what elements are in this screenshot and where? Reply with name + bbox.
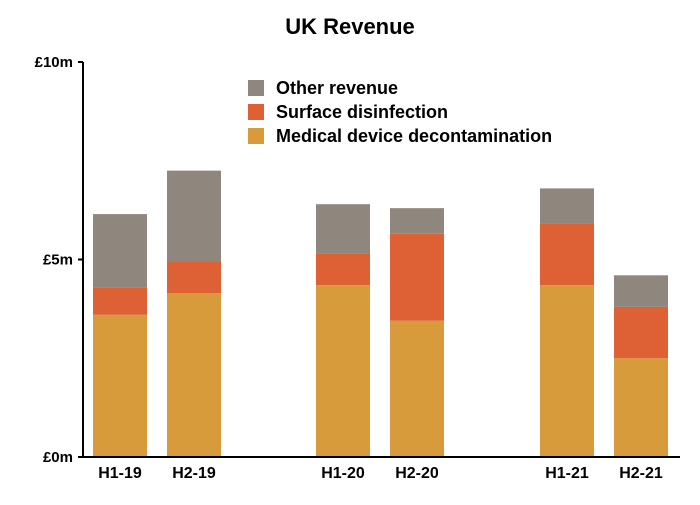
bar-segment-h2-20-s1 — [390, 233, 444, 321]
bar-segment-h1-19-s0 — [93, 314, 147, 457]
bar-segment-h2-21-s1 — [614, 306, 668, 359]
x-tick-label: H2-20 — [395, 465, 439, 482]
y-tick-label: £0m — [43, 449, 73, 466]
legend-label: Medical device decontamination — [276, 126, 552, 146]
x-tick-label: H1-19 — [98, 465, 142, 482]
y-tick-label: £5m — [43, 252, 73, 269]
chart-title: UK Revenue — [285, 14, 415, 39]
x-tick-label: H1-20 — [321, 465, 365, 482]
bar-segment-h2-19-s1 — [167, 261, 221, 294]
bar-segment-h1-21-s2 — [540, 188, 594, 224]
bar-segment-h1-20-s0 — [316, 285, 370, 457]
y-tick-label: £10m — [35, 54, 73, 71]
legend-swatch — [248, 104, 264, 120]
x-tick-label: H2-19 — [172, 465, 216, 482]
axes-group: H1-19 H2-19 H1-20 H2-20 H1-21 H2-21 £0m £5m £10m — [35, 54, 680, 482]
x-tick-label: H1-21 — [545, 465, 589, 482]
bar-segment-h1-21-s1 — [540, 223, 594, 286]
bar-segment-h1-21-s0 — [540, 285, 594, 457]
legend-swatch — [248, 128, 264, 144]
bar-segment-h2-21-s2 — [614, 275, 668, 307]
bar-segment-h2-20-s2 — [390, 208, 444, 234]
bar-segment-h1-20-s1 — [316, 253, 370, 286]
bar-segment-h2-21-s0 — [614, 358, 668, 457]
bar-segment-h1-20-s2 — [316, 204, 370, 254]
legend-label: Surface disinfection — [276, 102, 448, 122]
bar-segment-h1-19-s1 — [93, 287, 147, 315]
legend-label: Other revenue — [276, 78, 398, 98]
legend: Other revenue Surface disinfection Medical… — [248, 78, 552, 146]
bar-segment-h2-19-s0 — [167, 293, 221, 457]
legend-swatch — [248, 80, 264, 96]
bar-segment-h1-19-s2 — [93, 214, 147, 288]
x-tick-label: H2-21 — [619, 465, 663, 482]
bars-group — [93, 170, 668, 457]
bar-segment-h2-20-s0 — [390, 320, 444, 457]
bar-segment-h2-19-s2 — [167, 170, 221, 262]
